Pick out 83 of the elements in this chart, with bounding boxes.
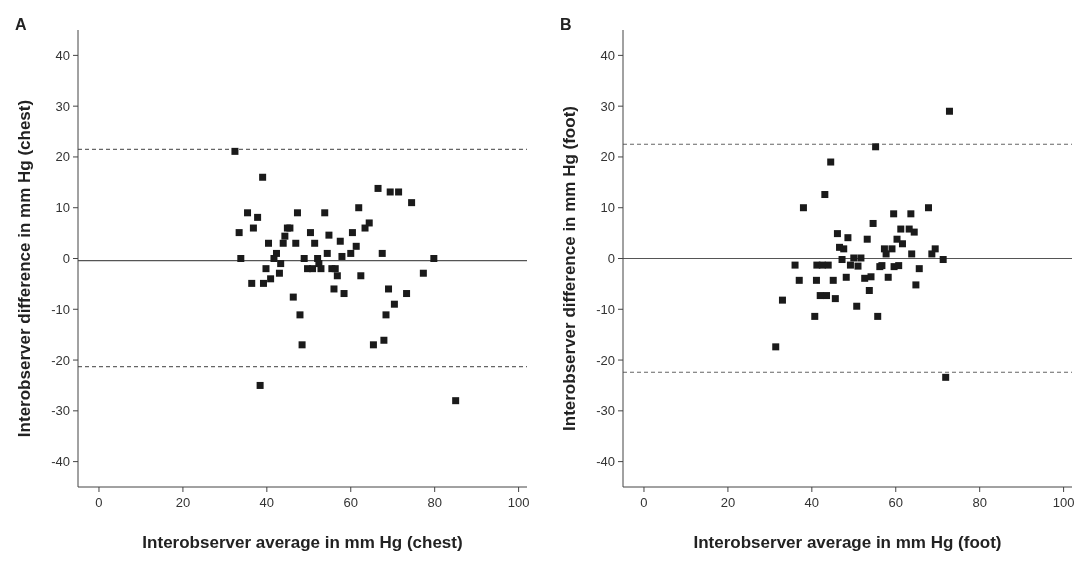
y-tick-label: -10 [51, 301, 70, 317]
point [833, 230, 841, 238]
y-axis-title: Interobserver difference in mm Hg (foot) [560, 106, 579, 431]
x-tick-label: 100 [1052, 495, 1075, 510]
x-tick-label: 100 [507, 495, 530, 510]
point [853, 302, 861, 310]
y-tick-label: -10 [596, 301, 615, 317]
y-tick-label: -20 [596, 352, 615, 368]
point [882, 250, 890, 258]
point [895, 262, 903, 270]
point [915, 265, 923, 273]
y-axis-title: Interobserver difference in mm Hg (chest) [15, 99, 34, 438]
x-tick-label: 0 [95, 495, 103, 510]
x-tick-label: 0 [640, 495, 648, 510]
point [928, 250, 936, 258]
point [840, 245, 848, 253]
point [842, 273, 850, 281]
point [821, 191, 829, 199]
point [869, 219, 877, 227]
chart-title: B [560, 16, 572, 33]
point [823, 292, 831, 300]
point [850, 254, 858, 262]
y-tick-label: 0 [607, 251, 615, 267]
y-tick-label: -40 [596, 454, 615, 470]
point [854, 262, 862, 270]
point [907, 210, 915, 218]
point [812, 276, 820, 284]
point [857, 254, 865, 262]
x-axis-title: Interobserver average in mm Hg (chest) [142, 533, 463, 552]
point [924, 204, 932, 212]
point [791, 261, 799, 269]
point [912, 281, 920, 289]
x-tick-label: 40 [804, 495, 820, 510]
y-tick-label: 20 [600, 149, 615, 165]
point [861, 274, 869, 282]
x-tick-label: 60 [343, 495, 358, 510]
point [824, 261, 832, 269]
y-tick-label: 0 [62, 251, 70, 267]
point [867, 273, 875, 281]
y-tick-label: 10 [600, 200, 615, 216]
point [827, 158, 835, 166]
y-tick-label: 20 [55, 149, 70, 165]
point [844, 234, 852, 242]
y-tick-label: -30 [51, 403, 70, 419]
y-tick-label: 30 [600, 98, 615, 114]
point [939, 256, 947, 264]
point [772, 343, 780, 351]
point [908, 250, 916, 258]
point [863, 235, 871, 243]
point [874, 312, 882, 320]
point [795, 276, 803, 284]
y-tick-label: 30 [55, 98, 70, 114]
y-tick-label: -30 [596, 403, 615, 419]
point [945, 107, 953, 115]
x-tick-label: 60 [888, 495, 903, 510]
point [811, 312, 819, 320]
point [838, 256, 846, 264]
point [846, 261, 854, 269]
point [898, 240, 906, 248]
point [884, 273, 892, 281]
x-tick-label: 40 [259, 495, 275, 510]
chart-title: A [15, 16, 27, 33]
point [865, 286, 873, 294]
x-tick-label: 80 [427, 495, 442, 510]
point [799, 204, 807, 212]
y-tick-label: 40 [600, 47, 615, 63]
point [942, 373, 950, 381]
point [831, 295, 839, 303]
point [888, 245, 896, 253]
y-tick-label: -40 [51, 454, 70, 470]
x-axis-title: Interobserver average in mm Hg (foot) [693, 533, 1002, 552]
x-tick-label: 80 [972, 495, 987, 510]
x-tick-label: 20 [175, 495, 191, 510]
point [910, 228, 918, 236]
y-tick-label: 10 [55, 200, 70, 216]
point [897, 225, 905, 233]
y-tick-label: -20 [51, 352, 70, 368]
point [890, 210, 898, 218]
x-tick-label: 20 [720, 495, 736, 510]
point [872, 143, 880, 151]
point [829, 276, 837, 284]
y-tick-label: 40 [55, 47, 70, 63]
point [778, 296, 786, 304]
